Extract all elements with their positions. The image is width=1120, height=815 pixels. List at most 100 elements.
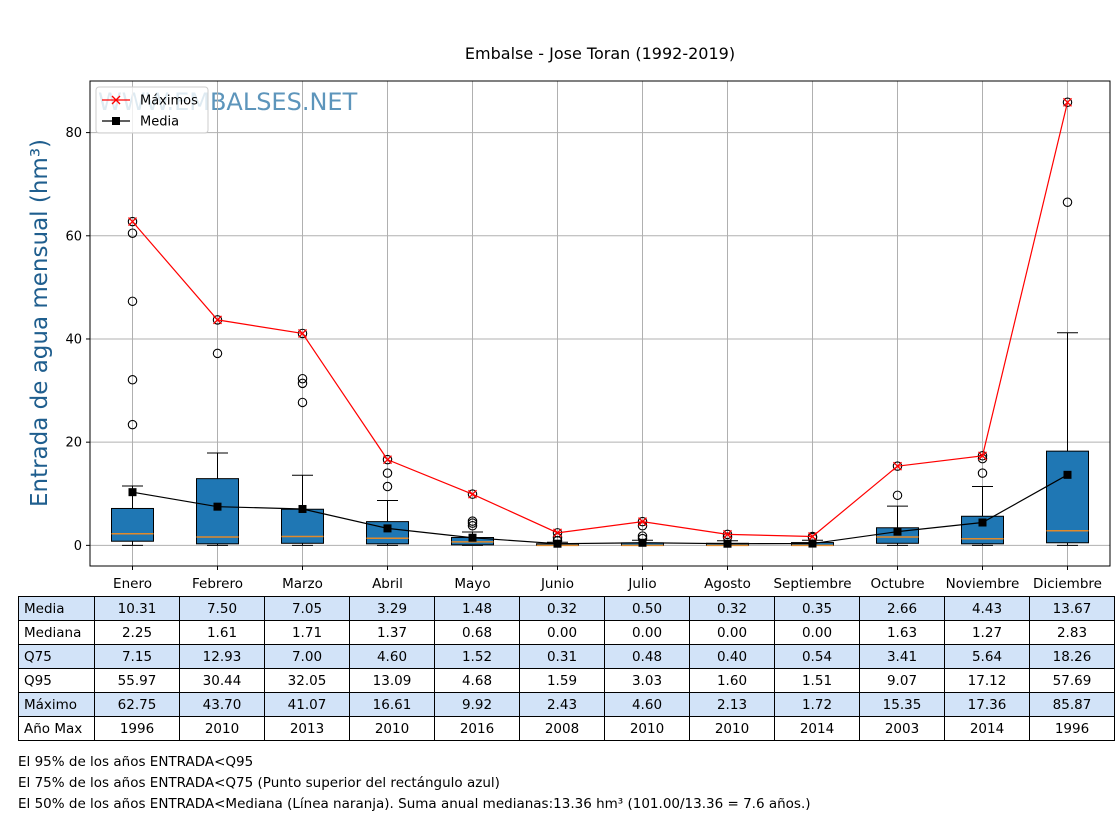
table-cell: 2016	[434, 716, 520, 741]
table-cell: 2014	[944, 716, 1030, 741]
plot-frame	[89, 80, 1111, 567]
data-point	[893, 527, 902, 536]
table-cell: 0.54	[774, 644, 860, 669]
outlier-point	[382, 481, 393, 492]
data-point-stroke	[808, 532, 817, 541]
box-iqr	[1046, 450, 1089, 544]
data-point	[468, 489, 477, 499]
table-cell: 2.13	[689, 692, 775, 717]
data-point-stroke	[1063, 97, 1072, 107]
y-tick-label: 60	[65, 229, 82, 244]
legend-label: Máximos	[140, 94, 198, 109]
data-point-stroke	[553, 528, 562, 538]
box-diciembre	[1046, 97, 1089, 546]
x-tick-label: Febrero	[192, 576, 243, 592]
table-cell: 12.93	[179, 644, 265, 669]
table-cell: 2010	[179, 716, 265, 741]
data-point-stroke	[383, 455, 392, 465]
data-point	[383, 455, 392, 465]
outlier-point	[127, 228, 138, 238]
data-point	[298, 328, 307, 338]
stats-table: Media 10.31 7.50 7.05 3.29 1.48 0.32 0.50 0.32 0.…	[18, 596, 1115, 741]
table-cell: 41.07	[264, 692, 350, 717]
table-cell: 1.27	[944, 620, 1030, 645]
notes: El 95% de los años ENTRADA<Q95 El 75% de…	[18, 752, 811, 815]
y-tick-label: 20	[65, 436, 82, 451]
series-line	[132, 474, 1068, 545]
data-point	[723, 529, 732, 539]
table-cell: 10.31	[94, 596, 180, 621]
table-cell: 1.48	[434, 596, 520, 621]
table-cell: 4.43	[944, 596, 1030, 621]
table-cell: 43.70	[179, 692, 265, 717]
table-cell: 1.52	[434, 644, 520, 669]
outlier-point	[1062, 197, 1073, 208]
table-cell: 16.61	[349, 692, 435, 717]
data-point-stroke	[638, 517, 647, 527]
table-cell: 9.92	[434, 692, 520, 717]
box-iqr	[196, 478, 239, 545]
table-cell: 15.35	[859, 692, 945, 717]
table-row: Media 10.31 7.50 7.05 3.29 1.48 0.32 0.50 0.32 0.…	[18, 596, 1115, 621]
row-header: Q95	[18, 668, 95, 693]
table-cell: 55.97	[94, 668, 180, 693]
outlier-point	[977, 468, 988, 478]
series-maximos	[128, 97, 1072, 541]
legend-marker	[111, 95, 121, 105]
box-marzo	[281, 328, 324, 546]
outlier-point	[467, 489, 478, 499]
table-cell: 3.41	[859, 644, 945, 669]
data-point-stroke	[128, 217, 137, 227]
table-cell: 0.50	[604, 596, 690, 621]
series-media	[128, 470, 1072, 548]
row-header: Media	[18, 596, 95, 621]
outlier-point	[212, 315, 223, 325]
table-cell: 7.05	[264, 596, 350, 621]
data-point	[978, 518, 987, 527]
outlier-point	[127, 296, 138, 307]
data-point	[723, 539, 732, 548]
table-cell: 4.68	[434, 668, 520, 693]
table-cell: 1.59	[519, 668, 605, 693]
table-cell: 7.00	[264, 644, 350, 669]
table-cell: 1.61	[179, 620, 265, 645]
table-cell: 0.68	[434, 620, 520, 645]
data-point	[1063, 470, 1072, 479]
box-enero	[111, 216, 154, 546]
table-cell: 1.51	[774, 668, 860, 693]
data-point	[128, 217, 137, 227]
y-tick-label: 80	[65, 126, 82, 141]
chart-title: Embalse - Jose Toran (1992-2019)	[464, 44, 736, 63]
table-cell: 17.36	[944, 692, 1030, 717]
data-point	[893, 461, 902, 471]
table-cell: 0.31	[519, 644, 605, 669]
data-point-stroke	[298, 328, 307, 338]
data-point	[213, 315, 222, 325]
outlier-point	[892, 490, 903, 501]
outlier-point	[467, 521, 478, 531]
table-cell: 57.69	[1029, 668, 1115, 693]
data-point	[638, 538, 647, 547]
legend: Máximos Media	[95, 86, 209, 134]
table-cell: 1.71	[264, 620, 350, 645]
table-cell: 1.72	[774, 692, 860, 717]
box-abril	[366, 454, 409, 546]
x-tick-label: Noviembre	[946, 576, 1020, 592]
data-point-stroke	[978, 451, 987, 461]
data-point	[1063, 97, 1072, 107]
table-row: Año Max 1996 2010 2013 2010 2016 2008 2010 2010 2…	[18, 716, 1115, 741]
table-row: Q95 55.97 30.44 32.05 13.09 4.68 1.59 3.03 1.60 1…	[18, 668, 1115, 693]
row-header: Mediana	[18, 620, 95, 645]
table-cell: 30.44	[179, 668, 265, 693]
data-point	[128, 488, 137, 497]
table-cell: 2010	[604, 716, 690, 741]
table-cell: 0.00	[689, 620, 775, 645]
table-cell: 2.83	[1029, 620, 1115, 645]
data-point	[553, 539, 562, 548]
table-cell: 0.00	[774, 620, 860, 645]
outlier-point	[212, 348, 223, 359]
box-febrero	[196, 315, 239, 546]
x-tick-label: Octubre	[870, 576, 924, 592]
table-cell: 0.32	[689, 596, 775, 621]
